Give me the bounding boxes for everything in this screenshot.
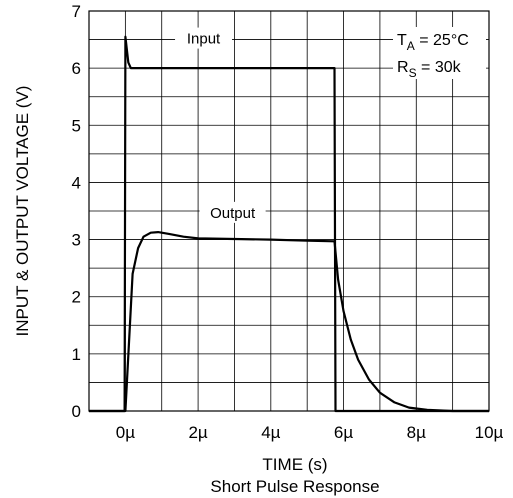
ambient-temperature-label: TA = 25°C xyxy=(397,32,469,53)
ta-symbol: T xyxy=(397,32,407,49)
rs-symbol: R xyxy=(397,59,409,76)
tick-labels: 0 1 2 3 4 5 6 7 0µ 2µ 4µ 6µ 8µ 10µ xyxy=(72,2,504,442)
series-lines: Input Output xyxy=(89,27,489,413)
test-conditions: TA = 25°C RS = 30k xyxy=(393,27,486,80)
x-tick-label: 0µ xyxy=(116,423,135,442)
y-tick-label: 1 xyxy=(72,345,81,364)
x-tick-label: 10µ xyxy=(475,423,504,442)
rs-subscript: S xyxy=(409,66,417,80)
chart-title: Short Pulse Response xyxy=(210,477,379,496)
x-tick-label: 4µ xyxy=(261,423,280,442)
series-line-input xyxy=(89,35,489,413)
series-label-input: Input xyxy=(187,31,221,48)
rs-value: = 30k xyxy=(417,59,462,76)
source-resistance-label: RS = 30k xyxy=(397,59,462,80)
y-tick-label: 5 xyxy=(72,116,81,135)
series-label-background xyxy=(199,201,266,223)
series-label-background xyxy=(175,27,233,49)
y-tick-label: 4 xyxy=(72,173,81,192)
x-tick-label: 8µ xyxy=(407,423,426,442)
series-label-output: Output xyxy=(210,205,256,222)
y-axis-label: INPUT & OUTPUT VOLTAGE (V) xyxy=(13,86,32,337)
conditions-background xyxy=(393,27,486,79)
ta-value: = 25°C xyxy=(415,32,469,49)
x-tick-label: 2µ xyxy=(188,423,207,442)
y-tick-label: 0 xyxy=(72,402,81,421)
y-tick-label: 3 xyxy=(72,231,81,250)
y-tick-label: 7 xyxy=(72,2,81,21)
y-tick-label: 2 xyxy=(72,288,81,307)
y-tick-label: 6 xyxy=(72,59,81,78)
x-tick-label: 6µ xyxy=(334,423,353,442)
x-axis-label: TIME (s) xyxy=(262,455,327,474)
series-line-output xyxy=(89,231,489,413)
ta-subscript: A xyxy=(407,39,415,53)
plot-frame xyxy=(88,10,490,412)
